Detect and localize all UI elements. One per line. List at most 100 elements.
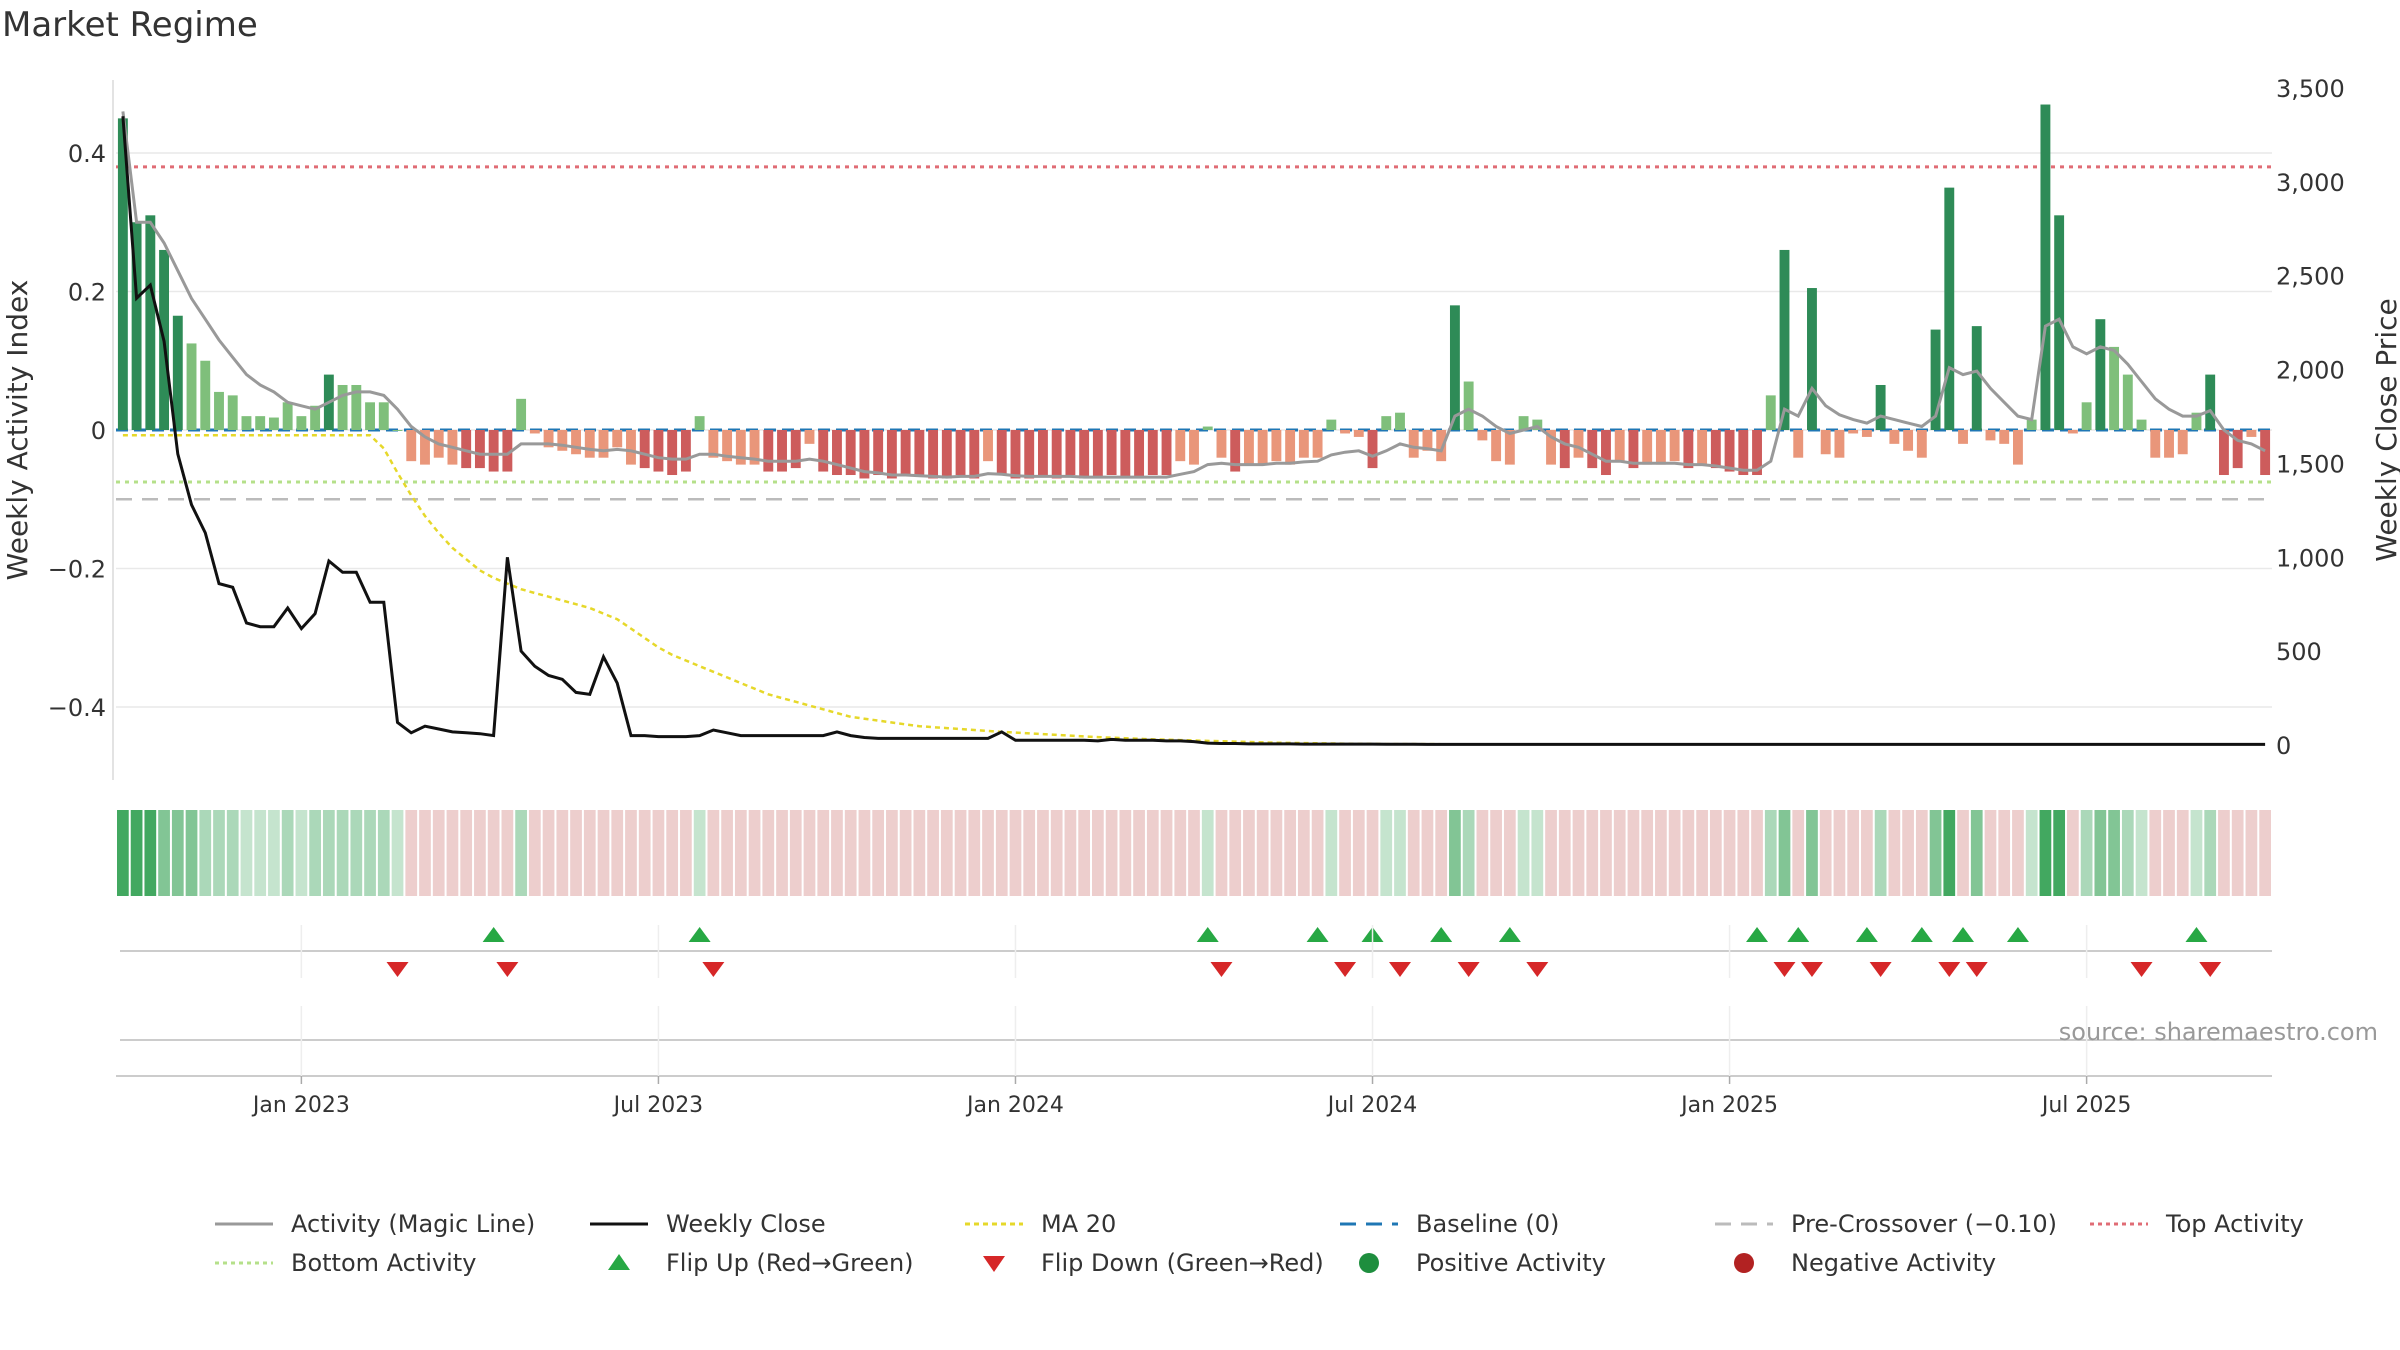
legend-label-flipup: Flip Up (Red→Green) (666, 1249, 914, 1277)
regime-strip (117, 810, 2271, 896)
activity-bar (2095, 319, 2106, 430)
regime-cell (1558, 810, 1571, 896)
regime-cell (487, 810, 500, 896)
regime-cell (1105, 810, 1118, 896)
activity-bar (1326, 419, 1337, 430)
activity-bar (1779, 249, 1790, 430)
activity-bar (2067, 430, 2078, 434)
regime-cell (2218, 810, 2230, 896)
activity-bar (1724, 430, 1735, 472)
activity-bar (310, 405, 321, 430)
regime-cell (364, 810, 376, 896)
activity-bar (1353, 430, 1364, 437)
activity-bar (214, 391, 224, 430)
flip-up-marker (482, 927, 505, 942)
regime-cell (831, 810, 843, 896)
regime-cell (1119, 810, 1132, 896)
regime-cell (1874, 810, 1887, 896)
legend: Activity (Magic Line) Weekly Close MA 20 Ba… (215, 1210, 2304, 1277)
activity-bar (1092, 430, 1103, 479)
legend-label-neg: Negative Activity (1791, 1249, 1996, 1277)
activity-bar (2081, 402, 2092, 430)
activity-bar (1010, 430, 1021, 479)
activity-bar (1367, 430, 1378, 469)
activity-bar (392, 430, 403, 431)
regime-cell (1833, 810, 1846, 896)
regime-cell (336, 810, 349, 896)
flip-down-marker (1965, 962, 1988, 977)
activity-bar (1930, 329, 1941, 430)
activity-bar (1614, 430, 1625, 462)
regime-cell (1064, 810, 1077, 896)
regime-cell (542, 810, 555, 896)
regime-cell (1915, 810, 1928, 896)
regime-cell (2012, 810, 2024, 896)
flip-down-marker (496, 962, 519, 977)
activity-bar (1683, 430, 1694, 469)
activity-bar (2164, 430, 2174, 458)
regime-cell (817, 810, 830, 896)
flip-down-marker (2130, 962, 2153, 977)
activity-bar (667, 430, 678, 476)
axes: Jan 2023 Jul 2023 Jan 2024 Jul 2024 Jan 2025… (48, 75, 2345, 1118)
regime-cell (2190, 810, 2203, 896)
activity-bar (996, 430, 1007, 476)
regime-cell (171, 810, 184, 896)
activity-bar (1587, 430, 1598, 469)
left-tick-label: 0 (91, 417, 106, 445)
regime-cell (899, 810, 912, 896)
flip-up-marker (1855, 927, 1878, 942)
regime-cell (391, 810, 404, 896)
regime-cell (789, 810, 802, 896)
regime-cell (1655, 810, 1667, 896)
regime-cell (460, 810, 473, 896)
activity-bar (1820, 430, 1831, 455)
right-tick-label: 0 (2276, 732, 2291, 760)
flip-down-marker (1388, 962, 1411, 977)
x-tick-label: Jul 2024 (1326, 1093, 1418, 1118)
regime-cell (2039, 810, 2052, 896)
activity-bar (186, 343, 197, 430)
activity-bar (1216, 430, 1227, 458)
flip-down-marker (1773, 962, 1796, 977)
regime-cell (474, 810, 486, 896)
activity-bar (1175, 430, 1186, 462)
regime-cell (1311, 810, 1324, 896)
activity-bar (420, 430, 430, 465)
regime-cell (1284, 810, 1296, 896)
regime-cell (432, 810, 445, 896)
regime-cell (185, 810, 198, 896)
legend-label-magic: Activity (Magic Line) (291, 1210, 535, 1238)
activity-bar (1669, 430, 1680, 462)
regime-cell (1696, 810, 1708, 896)
regime-cell (295, 810, 308, 896)
regime-cell (1407, 810, 1420, 896)
regime-cell (1847, 810, 1860, 896)
activity-bar (1752, 430, 1762, 476)
activity-bar (1230, 430, 1241, 472)
activity-bar (955, 430, 966, 476)
activity-bar (488, 430, 499, 472)
activity-bar (1106, 430, 1117, 476)
regime-cell (652, 810, 665, 896)
activity-bar (543, 430, 554, 448)
activity-bar (2246, 430, 2257, 437)
regime-cell (1943, 810, 1956, 896)
activity-bar (516, 398, 527, 430)
regime-cell (2135, 810, 2148, 896)
regime-cell (528, 810, 541, 896)
activity-bar (969, 430, 980, 479)
activity-bar (2260, 430, 2271, 476)
regime-cell (707, 810, 720, 896)
regime-cell (1641, 810, 1654, 896)
regime-cell (1751, 810, 1763, 896)
x-tick-label: Jan 2023 (251, 1093, 350, 1118)
activity-bar (2013, 430, 2023, 465)
activity-bar (941, 430, 952, 479)
regime-cell (1146, 810, 1159, 896)
regime-cell (1352, 810, 1365, 896)
regime-cell (1256, 810, 1269, 896)
regime-cell (446, 810, 459, 896)
regime-cell (2080, 810, 2093, 896)
regime-cell (2231, 810, 2244, 896)
